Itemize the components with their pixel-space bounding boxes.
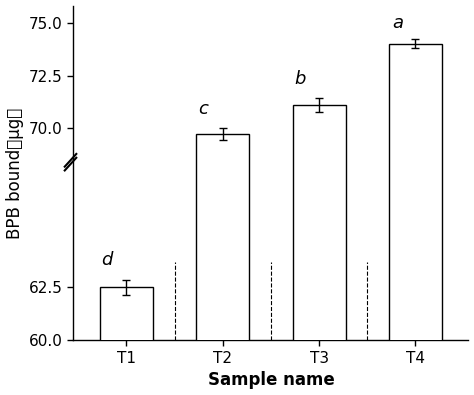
Text: c: c [199, 100, 209, 118]
X-axis label: Sample name: Sample name [208, 371, 334, 389]
Bar [100, 288, 153, 395]
Text: d: d [101, 252, 113, 269]
Text: a: a [392, 14, 403, 32]
Y-axis label: BPB bound（μg）: BPB bound（μg） [6, 107, 24, 239]
Bar [196, 134, 249, 395]
Bar [389, 44, 442, 395]
Bar [292, 105, 346, 395]
Text: b: b [294, 70, 306, 88]
